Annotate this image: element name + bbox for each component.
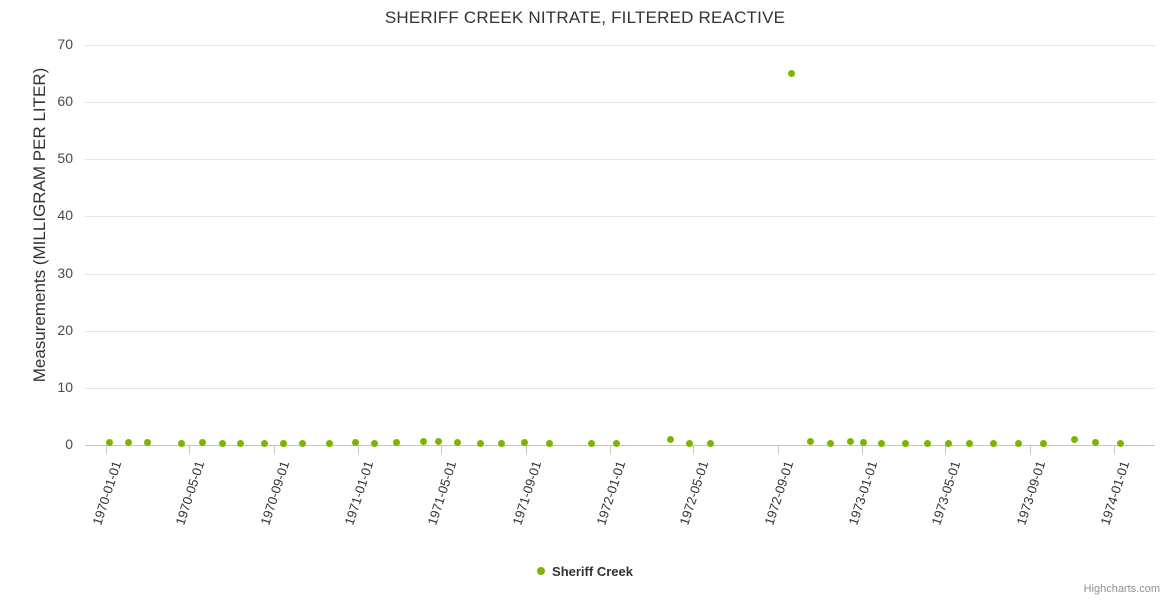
x-axis-tick-mark — [274, 445, 276, 454]
data-point[interactable] — [923, 439, 931, 447]
data-point[interactable] — [902, 439, 910, 447]
y-axis-tick-label: 70 — [57, 36, 73, 52]
chart-title: SHERIFF CREEK NITRATE, FILTERED REACTIVE — [384, 8, 786, 27]
gridline — [85, 102, 1155, 104]
legend-item-sheriff-creek[interactable]: Sheriff Creek — [537, 564, 633, 579]
data-point[interactable] — [105, 439, 113, 447]
x-axis-tick-label: 1970-05-01 — [172, 459, 208, 527]
x-axis-tick-label: 1970-09-01 — [257, 459, 293, 527]
x-axis-tick-mark — [106, 445, 108, 454]
gridline — [85, 330, 1155, 332]
x-axis-tick-mark — [189, 445, 191, 454]
x-axis-tick-label: 1972-01-01 — [593, 459, 629, 527]
credits-label: Highcharts.com — [1083, 583, 1160, 595]
data-point[interactable] — [859, 438, 867, 446]
data-point[interactable] — [435, 437, 443, 445]
chart-legend: Sheriff Creek — [0, 563, 1170, 579]
data-point[interactable] — [198, 438, 206, 446]
y-axis-tick-label: 0 — [65, 436, 73, 452]
y-axis-tick-label: 40 — [57, 207, 73, 224]
x-axis-tick-mark — [1030, 445, 1032, 454]
data-point[interactable] — [237, 440, 245, 448]
x-axis-tick-mark — [358, 445, 360, 454]
data-point[interactable] — [280, 439, 288, 447]
x-axis-tick-label: 1971-05-01 — [424, 459, 460, 527]
data-point[interactable] — [351, 438, 359, 446]
x-axis-tick-mark — [693, 445, 695, 454]
legend-item-label: Sheriff Creek — [552, 563, 633, 579]
x-axis-tick-mark — [1114, 445, 1116, 454]
gridline — [85, 216, 1155, 218]
data-point[interactable] — [612, 439, 620, 447]
x-axis-tick-mark — [609, 445, 611, 454]
data-point[interactable] — [1117, 439, 1124, 447]
x-axis-tick-mark — [778, 445, 780, 454]
x-axis-tick-label: 1973-05-01 — [928, 459, 964, 527]
x-axis-tick-label: 1973-09-01 — [1013, 459, 1049, 527]
x-axis-tick-label: 1972-05-01 — [676, 459, 712, 527]
data-point[interactable] — [787, 70, 795, 78]
x-axis-tick-mark — [945, 445, 947, 454]
data-point[interactable] — [877, 439, 885, 447]
data-point[interactable] — [520, 438, 528, 446]
x-axis-tick-label: 1971-01-01 — [341, 459, 377, 527]
y-axis-tick-label: 10 — [57, 378, 73, 395]
data-point[interactable] — [218, 439, 226, 447]
data-point[interactable] — [498, 440, 506, 448]
data-point[interactable] — [807, 438, 815, 446]
data-point[interactable] — [587, 439, 595, 447]
data-point[interactable] — [392, 438, 400, 446]
data-point[interactable] — [1014, 439, 1022, 447]
data-point[interactable] — [666, 436, 674, 444]
data-point[interactable] — [1039, 439, 1047, 447]
data-point[interactable] — [545, 439, 553, 447]
zero-axis-line — [85, 445, 1155, 446]
x-axis-tick-label: 1973-01-01 — [845, 459, 881, 527]
data-point[interactable] — [298, 439, 306, 447]
data-point[interactable] — [454, 439, 462, 447]
x-axis-tick-mark — [440, 445, 442, 454]
data-point[interactable] — [178, 439, 186, 447]
y-axis-tick-label: 50 — [57, 150, 73, 167]
data-point[interactable] — [685, 439, 693, 447]
x-axis-tick-label: 1974-01-01 — [1097, 459, 1133, 527]
gridline — [85, 273, 1155, 275]
gridline — [85, 159, 1155, 161]
data-point[interactable] — [477, 440, 485, 448]
legend-marker-icon — [537, 567, 546, 575]
x-axis-tick-label: 1972-09-01 — [761, 459, 797, 527]
x-axis-tick-label: 1971-09-01 — [509, 459, 545, 527]
y-axis-title: Measurements (MILLIGRAM PER LITER) — [30, 67, 49, 383]
data-point[interactable] — [826, 439, 834, 447]
data-point[interactable] — [124, 438, 132, 446]
data-point[interactable] — [325, 440, 333, 448]
data-point[interactable] — [371, 439, 379, 447]
data-point[interactable] — [260, 440, 268, 448]
data-point[interactable] — [1071, 436, 1079, 444]
y-axis-tick-label: 20 — [57, 321, 73, 338]
data-point[interactable] — [706, 439, 714, 447]
gridline — [85, 45, 1155, 46]
plot-area: 0 10 20 30 40 50 60 70 1970-01-01 1970-05-01 1970… — [57, 36, 1155, 527]
x-axis-tick-mark — [525, 445, 527, 454]
data-point[interactable] — [419, 438, 427, 446]
data-point[interactable] — [965, 440, 973, 448]
data-point[interactable] — [1092, 439, 1100, 447]
data-point[interactable] — [944, 440, 952, 448]
data-point[interactable] — [144, 438, 152, 446]
x-axis-tick-label: 1970-01-01 — [89, 459, 125, 527]
y-axis-tick-label: 60 — [57, 93, 73, 110]
gridline — [85, 387, 1155, 389]
data-point[interactable] — [847, 438, 855, 446]
y-axis-tick-label: 30 — [57, 264, 73, 281]
data-point[interactable] — [990, 440, 998, 448]
x-axis-tick-mark — [862, 445, 864, 454]
